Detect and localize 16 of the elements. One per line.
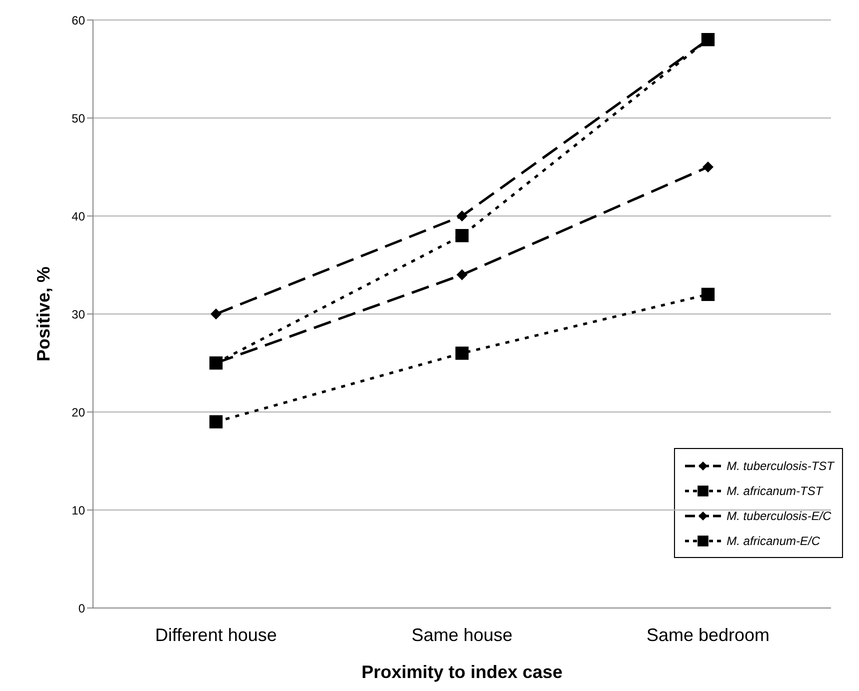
y-tick-label: 60 <box>72 13 86 28</box>
x-tick-label: Same bedroom <box>646 624 770 645</box>
y-tick-label: 40 <box>72 209 86 224</box>
y-tick-label: 30 <box>72 307 86 322</box>
y-axis-title: Positive, % <box>33 266 54 362</box>
legend-label: M. tuberculosis-TST <box>726 458 834 472</box>
legend-label: M. africanum-E/C <box>726 534 820 548</box>
y-tick-label: 10 <box>72 503 86 518</box>
y-tick-label: 20 <box>72 405 86 420</box>
y-tick-label: 50 <box>72 111 86 126</box>
x-axis-title: Proximity to index case <box>361 662 563 682</box>
x-tick-label: Different house <box>155 624 277 645</box>
y-tick-label: 0 <box>78 601 86 616</box>
legend-label: M. africanum-TST <box>726 484 823 498</box>
legend-label: M. tuberculosis-E/C <box>726 508 832 522</box>
x-tick-label: Same house <box>411 624 513 645</box>
